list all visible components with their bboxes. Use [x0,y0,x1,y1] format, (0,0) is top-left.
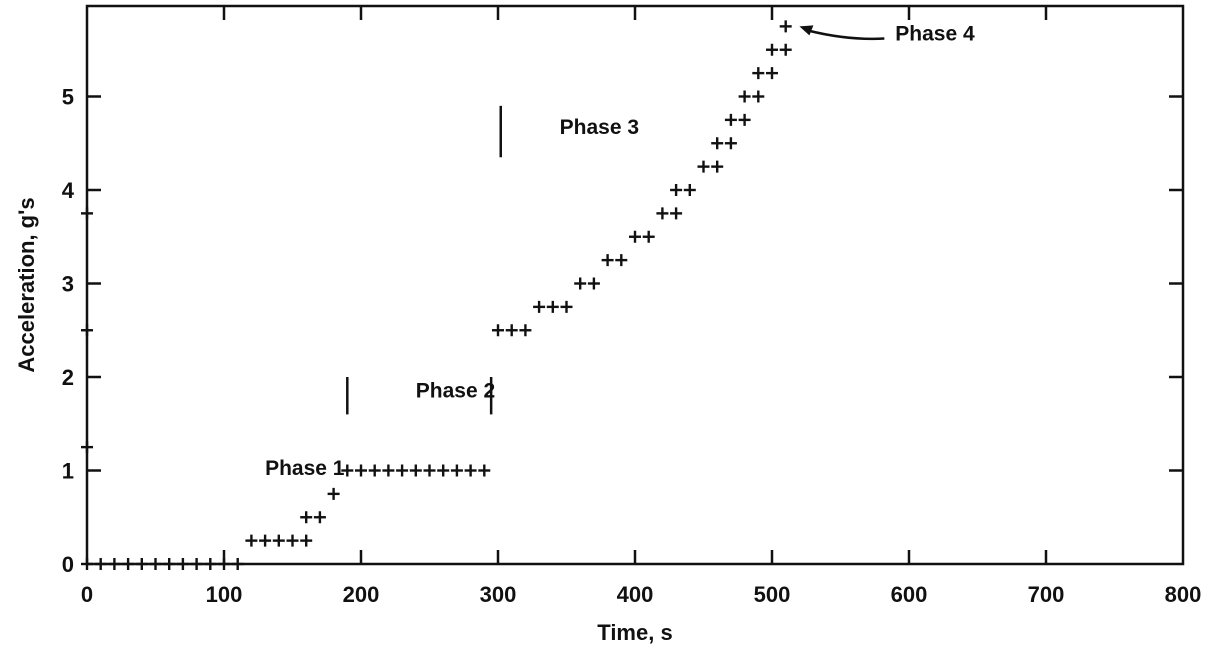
data-point [670,184,683,196]
y-axis-title: Acceleration, g's [14,197,39,372]
data-point [738,90,751,103]
data-point [574,277,587,290]
data-point [259,534,272,547]
data-point [81,558,93,570]
phase-4-arrow-head [799,25,814,36]
y-tick-label: 1 [62,459,74,484]
data-point [286,534,299,547]
data-point [81,324,93,337]
data-point [711,137,724,150]
x-tick-label: 200 [343,582,380,607]
data-point [300,511,313,524]
plot-frame [85,4,1185,566]
data-point [752,67,765,80]
data-point [766,43,778,56]
data-point [450,464,463,477]
y-tick-label: 4 [62,178,75,203]
x-tick-label: 0 [81,582,93,607]
data-point [656,207,669,220]
data-point [368,464,381,477]
phase-annotations: Phase 1 Phase 2 Phase 3 Phase 4 [265,22,975,480]
data-point [533,300,546,313]
phase-label: Phase 4 [895,22,975,45]
data-point [327,487,340,500]
phase-4-arrow-line [807,29,885,41]
y-tick-label: 2 [62,365,74,390]
data-point [81,207,93,220]
data-point [629,230,641,243]
data-point [724,137,737,150]
data-point [546,300,559,313]
data-point [355,464,367,477]
data-point [94,558,107,570]
data-point [300,534,313,547]
data-points [81,20,792,570]
data-point [218,558,230,570]
x-axis-ticks: 0 100 200 300 400 500 600 700 800 [81,6,1201,607]
data-point [190,558,203,570]
data-point [122,558,135,570]
data-point [711,160,724,173]
x-tick-label: 600 [891,582,928,607]
y-tick-label: 5 [62,85,74,110]
data-point [341,464,354,477]
phase-label: Phase 1 [265,457,345,480]
x-tick-label: 100 [206,582,243,607]
data-point [464,464,477,477]
data-point [245,534,258,547]
data-point [382,464,395,477]
data-point [492,324,504,337]
x-tick-label: 300 [480,582,517,607]
data-point [615,254,628,267]
data-point [163,558,176,570]
data-point [149,558,162,570]
data-point [81,441,93,454]
data-point [560,300,573,313]
data-point [683,184,696,196]
y-tick-label: 0 [62,552,74,577]
data-point [766,67,778,80]
data-point [670,207,683,220]
data-point [587,277,600,290]
data-point [108,558,121,570]
data-point [176,558,189,570]
data-point [601,254,614,267]
data-point [409,464,422,477]
data-point [396,464,409,477]
y-tick-label: 3 [62,272,74,297]
data-point [519,324,532,337]
data-point [478,464,491,477]
data-point [779,43,792,56]
data-point [437,464,450,477]
x-tick-label: 800 [1165,582,1202,607]
data-point [204,558,217,570]
x-tick-label: 400 [617,582,654,607]
data-point [779,20,792,33]
phase-label: Phase 2 [416,380,495,403]
data-point [697,160,710,173]
x-axis-title: Time, s [597,620,672,645]
phase-label: Phase 3 [560,116,639,139]
data-point [642,230,655,243]
x-tick-label: 700 [1028,582,1065,607]
phase-marker-lines [346,105,502,415]
data-point [724,113,737,126]
data-point [505,324,518,337]
y-axis-ticks: 0 1 2 3 4 5 [62,85,1183,577]
data-point [423,464,436,477]
data-point [231,558,244,570]
data-point [135,558,148,570]
data-point [738,113,751,126]
x-tick-label: 500 [754,582,791,607]
data-point [752,90,765,103]
data-point [313,511,326,524]
data-point [272,534,285,547]
